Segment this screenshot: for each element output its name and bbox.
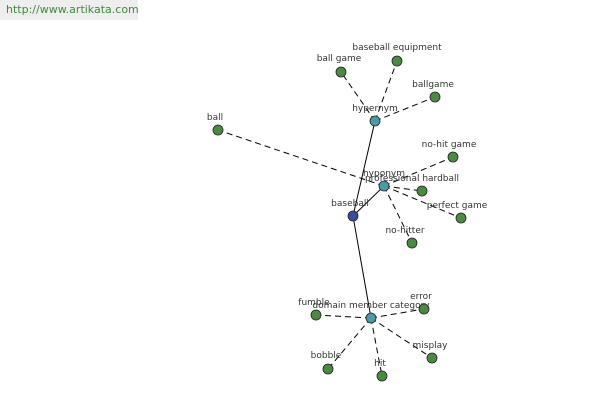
edge-dashed bbox=[217, 129, 385, 187]
node-label: bobble bbox=[311, 351, 342, 361]
node bbox=[455, 212, 467, 224]
node bbox=[335, 66, 347, 78]
edge-dashed bbox=[374, 96, 436, 122]
site-url[interactable]: http://www.artikata.com bbox=[0, 0, 139, 20]
edge-dashed bbox=[327, 317, 372, 370]
edge-dashed bbox=[383, 156, 454, 187]
node-label: baseball bbox=[331, 199, 369, 209]
edge-dashed bbox=[383, 185, 423, 192]
node bbox=[376, 370, 388, 382]
node-label: fumble bbox=[298, 298, 330, 308]
node-label: ball game bbox=[317, 54, 362, 64]
node bbox=[347, 210, 359, 222]
node-label: ballgame bbox=[412, 80, 454, 90]
node bbox=[426, 352, 438, 364]
edge bbox=[352, 120, 376, 217]
node bbox=[447, 151, 459, 163]
node-label: misplay bbox=[412, 341, 448, 351]
node-label: domain member category bbox=[312, 301, 430, 311]
node bbox=[369, 115, 381, 127]
edge-dashed bbox=[374, 60, 398, 122]
node bbox=[322, 363, 334, 375]
edge bbox=[352, 185, 385, 217]
edge bbox=[352, 215, 372, 319]
node bbox=[391, 55, 403, 67]
edge-dashed bbox=[383, 185, 413, 244]
node-label: baseball equipment bbox=[352, 43, 442, 53]
node bbox=[416, 185, 428, 197]
node bbox=[365, 312, 377, 324]
node-label: error bbox=[410, 292, 432, 302]
node bbox=[406, 237, 418, 249]
node-label: perfect game bbox=[427, 201, 488, 211]
node bbox=[212, 124, 224, 136]
edge-dashed bbox=[370, 308, 425, 319]
edge-dashed bbox=[315, 314, 372, 319]
node bbox=[418, 303, 430, 315]
node-label: no-hitter bbox=[385, 226, 424, 236]
edge-dashed bbox=[383, 185, 462, 219]
node bbox=[310, 309, 322, 321]
node-label: ball bbox=[207, 113, 223, 123]
node-label: hyponym bbox=[363, 169, 405, 179]
node-label: professional hardball bbox=[365, 174, 459, 184]
edge-dashed bbox=[370, 317, 433, 359]
node-label: hypernym bbox=[352, 104, 398, 114]
node bbox=[429, 91, 441, 103]
node-label: no-hit game bbox=[422, 140, 477, 150]
node bbox=[378, 180, 390, 192]
node-label: hit bbox=[374, 359, 386, 369]
